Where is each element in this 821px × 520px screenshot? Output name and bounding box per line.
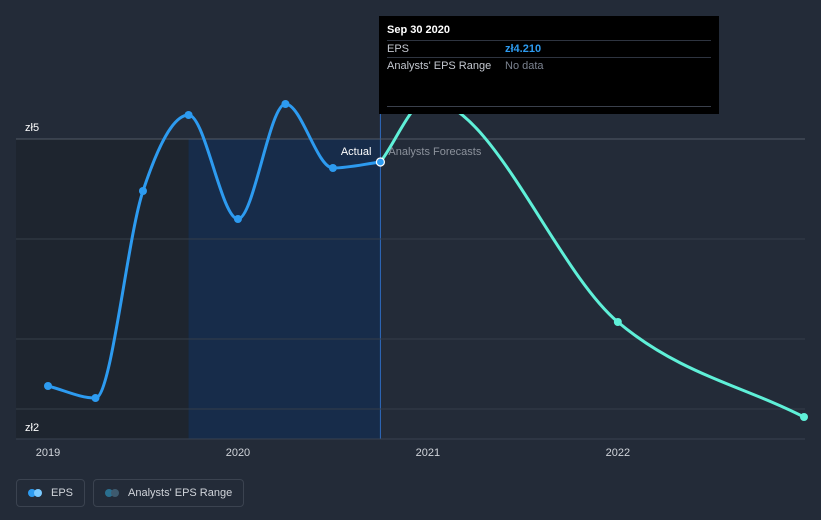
x-tick-label: 2020 <box>226 447 250 459</box>
hover-point <box>375 157 386 167</box>
tooltip-eps-value: zł4.210 <box>505 43 542 55</box>
eps-point <box>91 394 100 402</box>
x-tick-label: 2021 <box>416 447 440 459</box>
x-tick-label: 2022 <box>606 447 630 459</box>
eps-point <box>138 187 147 195</box>
legend-range-button[interactable]: Analysts' EPS Range <box>93 479 245 507</box>
tooltip-range-label: Analysts' EPS Range <box>387 60 492 72</box>
x-tick-label: 2019 <box>36 447 60 459</box>
tooltip-divider <box>387 106 711 107</box>
forecast-label: Analysts Forecasts <box>388 146 481 158</box>
tooltip-date: Sep 30 2020 <box>387 24 450 36</box>
legend: EPS Analysts' EPS Range <box>16 479 245 507</box>
tooltip-range-row: Analysts' EPS Range No data <box>387 57 711 74</box>
forecast-point <box>613 318 622 326</box>
tooltip-eps-row: EPS zł4.210 <box>387 40 711 57</box>
tooltip-range-value: No data <box>505 60 544 72</box>
tooltip-eps-label: EPS <box>387 43 410 55</box>
y-tick-label: zł5 <box>25 122 39 134</box>
legend-eps-label: EPS <box>51 487 74 499</box>
eps-point <box>233 215 242 223</box>
eps-point <box>328 164 337 172</box>
y-tick-label: zł2 <box>25 422 39 434</box>
eps-point <box>44 382 52 390</box>
tooltip: Sep 30 2020 EPS zł4.210 Analysts' EPS Ra… <box>379 16 719 114</box>
range-legend-icon <box>105 489 120 497</box>
legend-eps-button[interactable]: EPS <box>16 479 86 507</box>
eps-point <box>184 111 193 119</box>
legend-range-label: Analysts' EPS Range <box>128 487 233 499</box>
eps-line <box>46 102 382 400</box>
forecast-point <box>800 413 808 421</box>
eps-point <box>281 100 290 108</box>
actual-label: Actual <box>341 146 372 158</box>
eps-legend-icon <box>28 489 43 497</box>
